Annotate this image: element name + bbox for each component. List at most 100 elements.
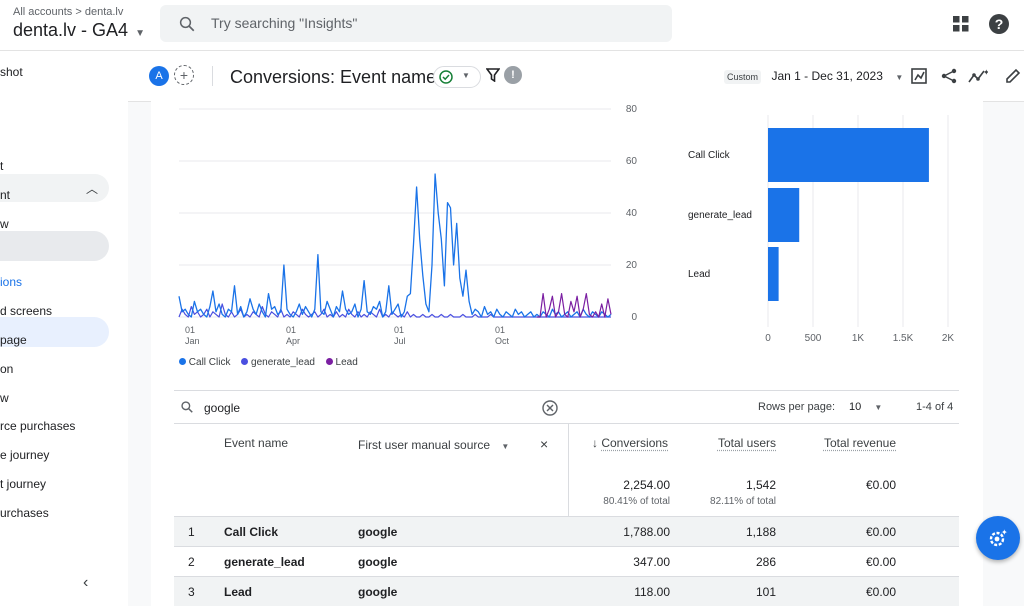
legend-label: generate_lead [251, 357, 315, 368]
add-comparison-icon[interactable]: + [174, 65, 194, 85]
nav-section-header[interactable] [0, 174, 109, 202]
data-table: Event name First user manual source ▼ × … [174, 423, 959, 606]
nav-item-snapshot[interactable]: shot [0, 65, 23, 79]
x-tick-label: 2K [942, 333, 955, 344]
y-tick-label: 20 [626, 260, 638, 271]
col-header-dimension-select[interactable]: First user manual source ▼ [358, 438, 509, 452]
bar-category-label: Call Click [688, 150, 731, 161]
search-bar[interactable]: Try searching "Insights" [160, 5, 672, 42]
analytics-assistant-button[interactable]: ✦ [976, 516, 1020, 560]
row-event-name[interactable]: Lead [224, 585, 253, 599]
filter-icon[interactable] [486, 68, 500, 82]
chart-legend: Call Click generate_lead Lead [179, 357, 358, 368]
nav-item-purchase-journey[interactable]: e journey [0, 448, 50, 462]
nav-item-monetization[interactable]: on [0, 362, 14, 376]
x-tick-month: Oct [495, 336, 510, 346]
property-selector[interactable]: denta.lv - GA4 ▼ [13, 20, 145, 41]
svg-text:✦: ✦ [983, 68, 988, 77]
legend-label: Call Click [188, 357, 231, 368]
bar-category-label: Lead [688, 269, 710, 280]
nav-item-overview[interactable]: w [0, 391, 9, 405]
legend-call-click[interactable]: Call Click [179, 357, 230, 368]
bar-category-label: generate_lead [688, 210, 752, 221]
row-source[interactable]: google [358, 555, 398, 569]
caret-down-icon: ▼ [462, 71, 470, 80]
y-tick-label: 0 [631, 312, 637, 323]
svg-text:✦: ✦ [1001, 528, 1008, 537]
share-icon[interactable] [940, 67, 958, 85]
chevron-up-icon[interactable]: ︿ [86, 182, 99, 196]
nav-item-3[interactable]: w [0, 217, 9, 231]
customize-report-icon[interactable] [910, 67, 928, 85]
table-row[interactable]: 1 Call Click google 1,788.00 1,188 €0.00 [174, 516, 959, 546]
col-header-total-revenue[interactable]: Total revenue [823, 436, 896, 450]
legend-dot-icon [179, 358, 186, 365]
nav-item-landing-page[interactable]: page [0, 333, 27, 347]
clear-search-icon[interactable] [542, 400, 558, 416]
pagination-text: 1-4 of 4 [916, 401, 954, 413]
legend-dot-icon [325, 358, 333, 365]
rows-per-page-select[interactable]: 10 ▼ [849, 401, 882, 413]
collapse-chevron-icon[interactable]: ‹ [83, 574, 89, 591]
x-tick-label: 500 [805, 333, 822, 344]
svg-text:?: ? [995, 16, 1004, 32]
nav-item-pages-screens[interactable]: d screens [0, 304, 53, 318]
col-header-total-users[interactable]: Total users [717, 436, 776, 450]
date-range-selector[interactable]: Custom Jan 1 - Dec 31, 2023 ▼ [724, 67, 903, 85]
table-search-input[interactable]: google [204, 401, 241, 415]
total-users-pct: 82.11% of total [710, 496, 776, 507]
conversions-label: Conversions [601, 436, 669, 450]
help-icon[interactable]: ? [988, 13, 1010, 35]
table-row[interactable]: 3 Lead google 118.00 101 €0.00 [174, 576, 959, 606]
nav-hover-bg [0, 231, 109, 261]
nav-item-conversions[interactable]: ions [0, 275, 23, 289]
x-tick-month: Jul [394, 336, 406, 346]
remove-dimension-icon[interactable]: × [540, 436, 549, 452]
report-status-chip[interactable]: ▼ [433, 66, 481, 88]
column-divider [568, 423, 569, 606]
nav-item-1[interactable]: t [0, 159, 4, 173]
row-source[interactable]: google [358, 525, 398, 539]
total-conversions: 2,254.00 [623, 478, 670, 492]
col-header-event-name[interactable]: Event name [224, 436, 289, 450]
nav-item-in-app-purchases[interactable]: urchases [0, 506, 49, 520]
nav-item-ecommerce-purchases[interactable]: rce purchases [0, 419, 76, 433]
x-tick-day: 01 [495, 325, 505, 335]
row-event-name[interactable]: Call Click [224, 525, 279, 539]
y-tick-label: 60 [626, 156, 638, 167]
x-tick-day: 01 [185, 325, 195, 335]
insights-icon[interactable]: ✦ [968, 67, 988, 85]
x-tick-label: 0 [765, 333, 771, 344]
row-source[interactable]: google [358, 585, 398, 599]
legend-generate-lead[interactable]: generate_lead [241, 357, 315, 368]
caret-down-icon: ▼ [501, 442, 510, 451]
x-tick-month: Apr [286, 336, 300, 346]
x-tick-label: 1.5K [893, 333, 914, 344]
row-event-name[interactable]: generate_lead [224, 555, 305, 569]
search-input[interactable]: Try searching "Insights" [211, 15, 358, 31]
table-row[interactable]: 2 generate_lead google 347.00 286 €0.00 [174, 546, 959, 576]
info-badge[interactable]: ! [504, 66, 522, 84]
bar-generate_lead [768, 188, 800, 242]
account-breadcrumb[interactable]: All accounts > denta.lv [13, 6, 124, 18]
row-revenue: €0.00 [865, 525, 896, 539]
col-header-conversions[interactable]: ↓ Conversions [592, 436, 670, 450]
row-conversions: 118.00 [634, 585, 670, 599]
dimension-label: First user manual source [358, 438, 491, 452]
legend-lead[interactable]: Lead [325, 357, 358, 368]
avatar[interactable]: A [149, 66, 169, 86]
top-bar: All accounts > denta.lv denta.lv - GA4 ▼… [0, 0, 1024, 51]
row-index: 2 [188, 555, 195, 569]
total-revenue: €0.00 [865, 478, 896, 492]
y-tick-label: 40 [626, 208, 638, 219]
settings-sparkle-icon: ✦ [989, 528, 1008, 547]
series-line-call-click [178, 173, 612, 318]
page-title: Conversions: Event name [230, 67, 437, 87]
apps-grid-icon[interactable] [951, 14, 971, 34]
edit-pencil-icon[interactable] [1004, 67, 1022, 85]
total-users: 1,542 [745, 478, 776, 492]
row-users: 286 [755, 555, 776, 569]
nav-item-2[interactable]: nt [0, 188, 11, 202]
nav-item-checkout-journey[interactable]: t journey [0, 477, 47, 491]
